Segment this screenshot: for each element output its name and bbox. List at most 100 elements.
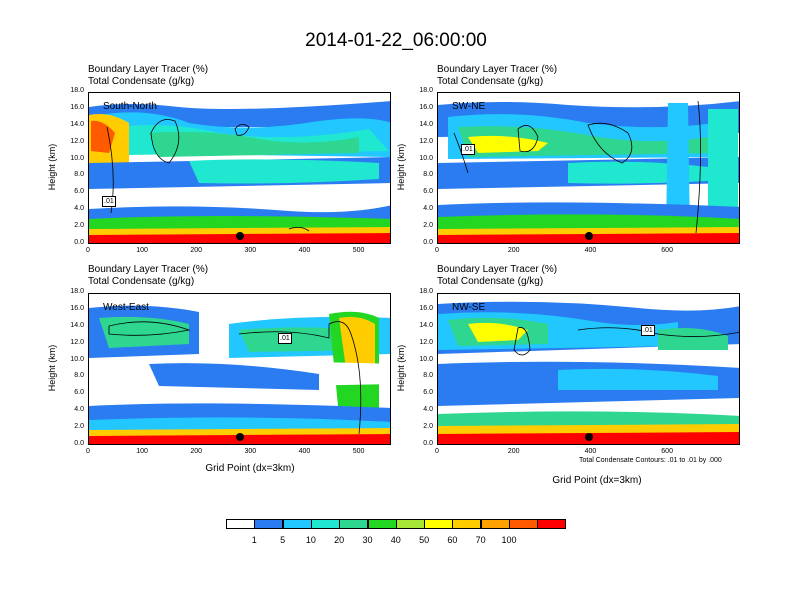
colorbar-label: 40 bbox=[390, 535, 401, 545]
y-tick-label: 16.0 bbox=[419, 304, 433, 312]
x-tick-label: 0 bbox=[86, 247, 90, 254]
x-tick-label: 0 bbox=[435, 247, 439, 254]
colorbar-swatch bbox=[282, 519, 312, 529]
colorbar-label: 70 bbox=[475, 535, 486, 545]
y-tick-label: 18.0 bbox=[70, 288, 84, 295]
colorbar-label: 10 bbox=[305, 535, 316, 545]
y-tick-label: 6.0 bbox=[423, 389, 433, 397]
y-tick-label: 4.0 bbox=[423, 205, 433, 213]
contour-note: Total Condensate Contours: .01 to .01 by… bbox=[579, 457, 722, 464]
x-tick-label: 600 bbox=[661, 448, 673, 455]
y-tick-label: 2.0 bbox=[74, 423, 84, 431]
panel-label: NW-SE bbox=[452, 302, 486, 313]
plot-west-east: West-East bbox=[88, 293, 391, 445]
x-tick-label: 400 bbox=[298, 247, 311, 254]
y-tick-label: 8.0 bbox=[74, 372, 84, 380]
y-tick-label: 16.0 bbox=[419, 103, 433, 111]
condensate-subtitle: Total Condensate (g/kg) bbox=[88, 76, 195, 87]
location-marker bbox=[584, 433, 593, 441]
tracer-subtitle: Boundary Layer Tracer (%) bbox=[88, 264, 209, 275]
y-axis-label: Height (km) bbox=[47, 344, 57, 392]
y-tick-label: 10.0 bbox=[419, 355, 433, 363]
colorbar-label: 30 bbox=[362, 535, 373, 545]
x-tick-label: 200 bbox=[190, 247, 203, 254]
contour-label: .01 bbox=[102, 196, 116, 207]
location-marker bbox=[235, 232, 244, 240]
location-marker bbox=[235, 433, 244, 441]
y-tick-label: 14.0 bbox=[70, 321, 84, 329]
condensate-subtitle: Total Condensate (g/kg) bbox=[437, 276, 544, 287]
x-tick-label: 400 bbox=[298, 448, 311, 455]
y-tick-label: 8.0 bbox=[74, 171, 84, 179]
x-tick-label: 600 bbox=[661, 247, 673, 254]
x-tick-label: 0 bbox=[86, 448, 90, 455]
colorbar-label: 1 bbox=[251, 535, 257, 545]
y-axis-label: Height (km) bbox=[396, 344, 406, 392]
y-tick-label: 14.0 bbox=[70, 120, 84, 128]
contour-label: .01 bbox=[461, 144, 475, 155]
x-tick-label: 300 bbox=[244, 247, 257, 254]
plot-south-north: South-North bbox=[88, 92, 391, 244]
y-tick-label: 4.0 bbox=[74, 205, 84, 213]
y-tick-label: 18.0 bbox=[70, 87, 84, 94]
colorbar-swatch bbox=[480, 519, 510, 529]
x-tick-label: 0 bbox=[435, 448, 439, 455]
panel-subtitle: Boundary Layer Tracer (%) Total Condensa… bbox=[437, 264, 557, 288]
x-tick-label: 400 bbox=[584, 448, 597, 455]
south-north-field bbox=[89, 93, 390, 243]
y-tick-label: 6.0 bbox=[74, 389, 84, 397]
x-tick-label: 100 bbox=[136, 448, 148, 455]
contour-label: .01 bbox=[278, 333, 292, 344]
panel-label: West-East bbox=[103, 302, 149, 313]
colorbar-swatch bbox=[537, 519, 567, 529]
colorbar-label: 5 bbox=[280, 535, 286, 545]
panel-subtitle: Boundary Layer Tracer (%) Total Condensa… bbox=[437, 64, 557, 88]
y-tick-label: 18.0 bbox=[419, 87, 433, 94]
colorbar-swatch bbox=[310, 519, 340, 529]
y-tick-label: 2.0 bbox=[423, 222, 433, 230]
nw-se-field bbox=[438, 294, 739, 444]
y-tick-label: 12.0 bbox=[419, 137, 433, 145]
y-tick-label: 0.0 bbox=[423, 239, 433, 246]
y-tick-label: 12.0 bbox=[70, 338, 84, 346]
y-tick-label: 18.0 bbox=[419, 288, 433, 295]
panel-label: South-North bbox=[103, 101, 157, 112]
y-tick-label: 2.0 bbox=[74, 222, 84, 230]
colorbar-label: 20 bbox=[334, 535, 345, 545]
location-marker bbox=[584, 232, 593, 240]
x-tick-label: 200 bbox=[190, 448, 203, 455]
y-axis-label: Height (km) bbox=[396, 143, 406, 191]
y-tick-label: 4.0 bbox=[423, 406, 433, 414]
y-tick-label: 16.0 bbox=[70, 304, 84, 312]
y-tick-label: 6.0 bbox=[74, 188, 84, 196]
y-tick-label: 0.0 bbox=[74, 239, 84, 246]
y-tick-label: 14.0 bbox=[419, 120, 433, 128]
x-tick-label: 200 bbox=[507, 247, 520, 254]
colorbar-swatch bbox=[339, 519, 369, 529]
colorbar-label: 50 bbox=[419, 535, 430, 545]
y-tick-label: 12.0 bbox=[70, 137, 84, 145]
x-axis-label-left: Grid Point (dx=3km) bbox=[205, 463, 295, 474]
colorbar-label: 60 bbox=[447, 535, 458, 545]
condensate-subtitle: Total Condensate (g/kg) bbox=[88, 276, 195, 287]
colorbar-swatch bbox=[254, 519, 284, 529]
west-east-field bbox=[89, 294, 390, 444]
x-axis-label-right: Grid Point (dx=3km) bbox=[552, 475, 642, 486]
colorbar-swatch bbox=[367, 519, 397, 529]
y-tick-label: 4.0 bbox=[74, 406, 84, 414]
y-tick-label: 10.0 bbox=[419, 154, 433, 162]
colorbar-swatch bbox=[226, 519, 255, 529]
y-tick-label: 16.0 bbox=[70, 103, 84, 111]
sw-ne-field bbox=[438, 93, 739, 243]
x-tick-label: 200 bbox=[507, 448, 520, 455]
x-tick-label: 500 bbox=[352, 448, 365, 455]
y-tick-label: 12.0 bbox=[419, 338, 433, 346]
plot-nw-se: NW-SE bbox=[437, 293, 740, 445]
contour-label: .01 bbox=[641, 325, 655, 336]
panel-subtitle: Boundary Layer Tracer (%) Total Condensa… bbox=[88, 64, 208, 88]
y-tick-label: 10.0 bbox=[70, 355, 84, 363]
x-tick-label: 500 bbox=[352, 247, 365, 254]
colorbar-swatch bbox=[395, 519, 425, 529]
y-tick-label: 2.0 bbox=[423, 423, 433, 431]
x-tick-label: 100 bbox=[136, 247, 148, 254]
